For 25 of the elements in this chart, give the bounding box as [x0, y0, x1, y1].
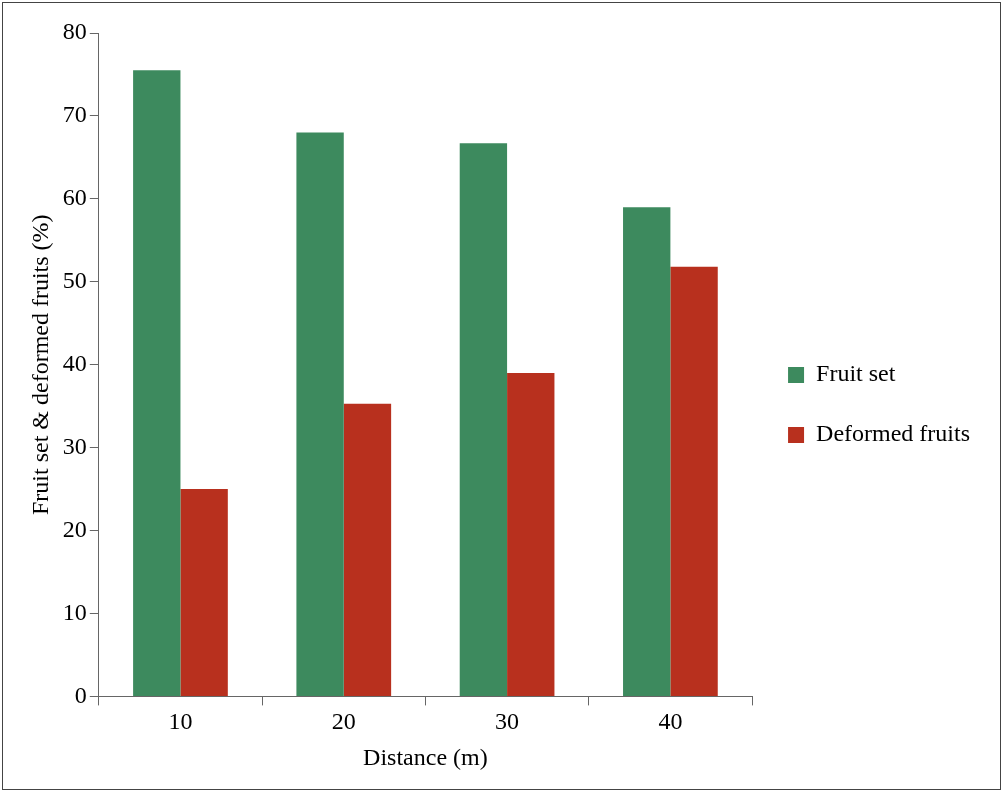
y-tick-label: 10 [62, 598, 87, 625]
y-tick-label: 40 [62, 350, 87, 376]
bar [296, 132, 344, 696]
x-tick-label: 30 [495, 708, 520, 735]
x-tick-label: 10 [168, 708, 193, 735]
bar [459, 143, 508, 696]
bar [180, 489, 228, 696]
bar [343, 403, 392, 696]
bar [507, 372, 555, 696]
x-axis-title: Distance (m) [363, 743, 488, 770]
y-tick-label: 60 [62, 184, 87, 211]
bar [133, 70, 181, 696]
legend-label: Fruit set [816, 360, 896, 387]
y-tick-label: 80 [62, 18, 87, 45]
x-tick-label: 20 [331, 708, 356, 735]
x-tick-label: 40 [658, 708, 683, 735]
y-tick-label: 70 [62, 101, 87, 128]
legend-label: Deformed fruits [816, 420, 970, 447]
bar [623, 207, 671, 696]
bar [670, 266, 718, 696]
y-tick-label: 30 [62, 432, 87, 459]
y-tick-label: 20 [62, 515, 87, 542]
y-axis-title: Fruit set & deformed fruits (%) [26, 214, 53, 515]
y-tick-label: 0 [74, 681, 87, 708]
y-tick-label: 50 [62, 267, 87, 294]
